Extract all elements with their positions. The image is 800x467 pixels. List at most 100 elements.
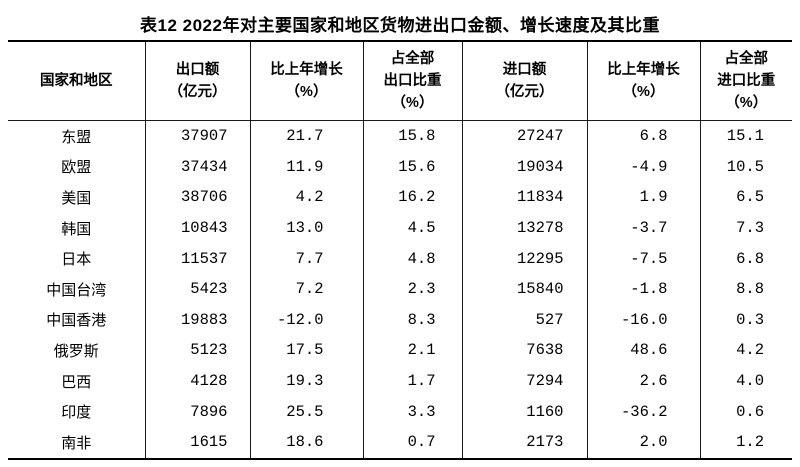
export-share-cell: 8.3 — [363, 304, 463, 336]
import-growth-cell: -7.5 — [587, 243, 701, 274]
export-growth-cell: 4.2 — [250, 182, 364, 213]
export-amount-cell: 4128 — [145, 365, 251, 397]
export-share-cell: 15.8 — [363, 120, 463, 152]
header-line: 比上年增长 — [607, 62, 680, 78]
table-row: 中国香港 19883 -12.0 8.3 527 -16.0 0.3 — [8, 304, 792, 336]
export-amount-cell: 37434 — [145, 151, 251, 183]
table-row: 日本 11537 7.7 4.8 12295 -7.5 6.8 — [8, 243, 792, 274]
header-cell-2: 出口额 （亿元） — [145, 41, 251, 121]
export-share-cell: 15.6 — [363, 151, 463, 183]
export-share-cell: 16.2 — [363, 182, 463, 213]
region-cell: 南非 — [8, 426, 146, 459]
header-cell-3: 比上年增长 （%） — [250, 41, 364, 121]
header-cell-6: 比上年增长 （%） — [587, 41, 701, 121]
import-growth-cell: -3.7 — [587, 212, 701, 244]
header-line: 出口额 — [175, 62, 220, 78]
import-share-cell: 6.5 — [736, 188, 764, 207]
import-growth-cell: 2.6 — [587, 365, 701, 397]
header-line: 进口比重 — [717, 73, 776, 89]
export-growth-cell: 7.7 — [250, 243, 364, 274]
export-growth-cell: 17.5 — [250, 335, 364, 366]
export-growth-cell: -12.0 — [250, 304, 364, 336]
header-line: 占全部 — [390, 51, 435, 67]
table-row: 南非 1615 18.6 0.7 2173 2.0 1.2 — [8, 426, 792, 459]
table-row: 印度 7896 25.5 3.3 1160 -36.2 0.6 — [8, 396, 792, 427]
export-amount-cell: 10843 — [145, 212, 251, 244]
table-row: 巴西 4128 19.3 1.7 7294 2.6 4.0 — [8, 365, 792, 397]
table-header: 国家和地区 出口额 （亿元） 比上年增长 （%） 占全部 出口比重 （%） 进口额 （亿元） 比上年… — [8, 41, 792, 121]
export-share-cell: 4.5 — [363, 212, 463, 244]
header-line: （%） — [285, 84, 328, 100]
import-share-cell: 8.8 — [736, 280, 764, 299]
region-cell: 印度 — [8, 396, 146, 427]
import-share-cell: 15.1 — [726, 127, 764, 146]
import-growth-cell: -1.8 — [587, 273, 701, 305]
import-amount-cell: 7294 — [462, 365, 588, 397]
export-growth-cell: 18.6 — [250, 426, 364, 459]
export-amount-cell: 5123 — [145, 335, 251, 366]
import-amount-cell: 527 — [462, 304, 588, 336]
import-amount-cell: 19034 — [462, 151, 588, 183]
import-share-cell: 1.2 — [736, 433, 764, 452]
import-growth-cell: 2.0 — [587, 426, 701, 459]
export-share-cell: 2.1 — [363, 335, 463, 366]
export-growth-cell: 21.7 — [250, 120, 364, 152]
import-share-cell: 0.3 — [736, 310, 764, 329]
header-cell-5: 进口额 （亿元） — [462, 41, 588, 121]
table-row: 韩国 10843 13.0 4.5 13278 -3.7 7.3 — [8, 212, 792, 244]
import-growth-cell: 6.8 — [587, 120, 701, 152]
region-cell: 日本 — [8, 243, 146, 274]
region-cell: 韩国 — [8, 212, 146, 244]
region-cell: 东盟 — [8, 120, 146, 152]
region-cell: 巴西 — [8, 365, 146, 397]
header-line: 占全部 — [724, 51, 769, 67]
import-growth-cell: 48.6 — [587, 335, 701, 366]
header-cell-1: 国家和地区 — [8, 41, 146, 121]
import-amount-cell: 12295 — [462, 243, 588, 274]
header-line: （%） — [725, 95, 768, 111]
import-growth-cell: -16.0 — [587, 304, 701, 336]
table-row: 欧盟 37434 11.9 15.6 19034 -4.9 10.5 — [8, 151, 792, 183]
export-amount-cell: 38706 — [145, 182, 251, 213]
export-amount-cell: 11537 — [145, 243, 251, 274]
header-line: 出口比重 — [383, 73, 442, 89]
header-line: 比上年增长 — [270, 62, 343, 78]
import-amount-cell: 15840 — [462, 273, 588, 305]
export-growth-cell: 19.3 — [250, 365, 364, 397]
import-share-cell: 4.2 — [736, 341, 764, 360]
import-growth-cell: -36.2 — [587, 396, 701, 427]
import-amount-cell: 2173 — [462, 426, 588, 459]
export-amount-cell: 19883 — [145, 304, 251, 336]
region-cell: 欧盟 — [8, 151, 146, 183]
header-line: （亿元） — [168, 84, 227, 100]
import-amount-cell: 1160 — [462, 396, 588, 427]
header-line: （亿元） — [495, 84, 554, 100]
import-share-cell: 10.5 — [726, 157, 764, 176]
export-growth-cell: 7.2 — [250, 273, 364, 305]
export-amount-cell: 7896 — [145, 396, 251, 427]
table-row: 中国台湾 5423 7.2 2.3 15840 -1.8 8.8 — [8, 273, 792, 305]
export-share-cell: 2.3 — [363, 273, 463, 305]
import-amount-cell: 11834 — [462, 182, 588, 213]
header-line: 进口额 — [502, 62, 547, 78]
export-share-cell: 3.3 — [363, 396, 463, 427]
export-share-cell: 0.7 — [363, 426, 463, 459]
table-body: 东盟 37907 21.7 15.8 27247 6.8 15.1 欧盟 37434 11.9 15… — [8, 120, 792, 459]
import-growth-cell: -4.9 — [587, 151, 701, 183]
region-cell: 中国香港 — [8, 304, 146, 336]
export-growth-cell: 25.5 — [250, 396, 364, 427]
import-share-cell: 4.0 — [736, 372, 764, 391]
import-amount-cell: 27247 — [462, 120, 588, 152]
region-cell: 中国台湾 — [8, 273, 146, 305]
export-amount-cell: 5423 — [145, 273, 251, 305]
header-row: 国家和地区 出口额 （亿元） 比上年增长 （%） 占全部 出口比重 （%） 进口额 （亿元） 比上年… — [8, 41, 792, 121]
import-share-cell: 7.3 — [736, 219, 764, 238]
import-amount-cell: 7638 — [462, 335, 588, 366]
import-amount-cell: 13278 — [462, 212, 588, 244]
import-growth-cell: 1.9 — [587, 182, 701, 213]
region-cell: 美国 — [8, 182, 146, 213]
table-title: 表12 2022年对主要国家和地区货物进出口金额、增长速度及其比重 — [140, 16, 660, 35]
import-share-cell: 6.8 — [736, 249, 764, 268]
export-growth-cell: 13.0 — [250, 212, 364, 244]
